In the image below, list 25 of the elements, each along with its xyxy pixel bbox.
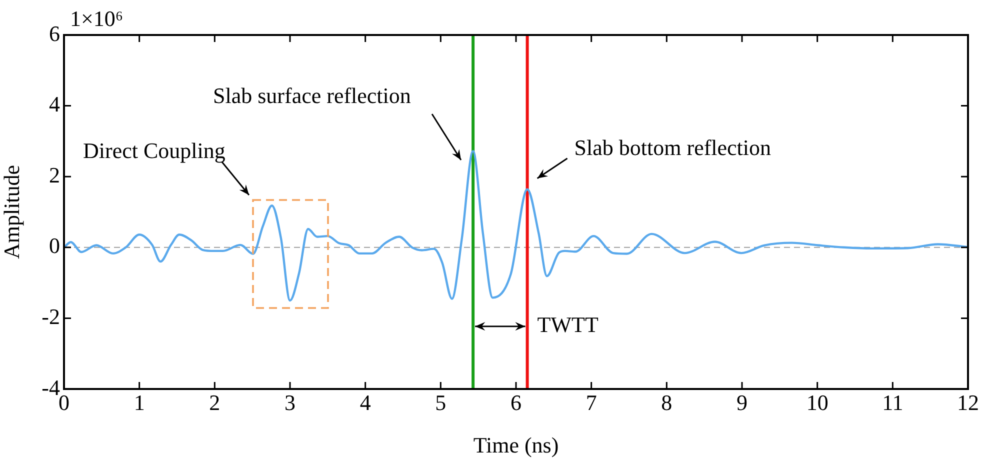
x-tick-label: 1 [134,390,145,415]
x-tick-label: 10 [806,390,828,415]
x-axis-title: Time (ns) [473,432,559,458]
x-tick-label: 4 [360,390,371,415]
annotation: Direct Coupling [83,138,226,163]
x-tick-label: 11 [882,390,904,415]
annotation: TWTT [537,312,599,338]
y-axis-title: Amplitude [0,164,24,260]
x-tick-label: 12 [957,390,979,415]
x-tick-label: 3 [284,390,296,415]
y-tick-label: 2 [49,162,60,188]
x-tick-label: 7 [586,390,597,415]
y-tick-label: 6 [49,20,60,46]
y-tick-label: 0 [49,233,60,258]
y-tick-label: -2 [42,304,60,329]
x-tick-label: 6 [510,390,522,415]
x-tick-label: 5 [435,390,446,415]
text: 1×10⁶ [70,6,124,31]
y-tick-label: -4 [42,374,60,400]
x-tick-label: 9 [736,390,748,415]
annotation: Slab bottom reflection [574,135,772,160]
y-tick-label: 4 [49,92,60,117]
annotation: Slab surface reflection [213,82,411,108]
x-tick-label: 8 [661,390,672,415]
x-tick-label: 2 [209,390,220,415]
